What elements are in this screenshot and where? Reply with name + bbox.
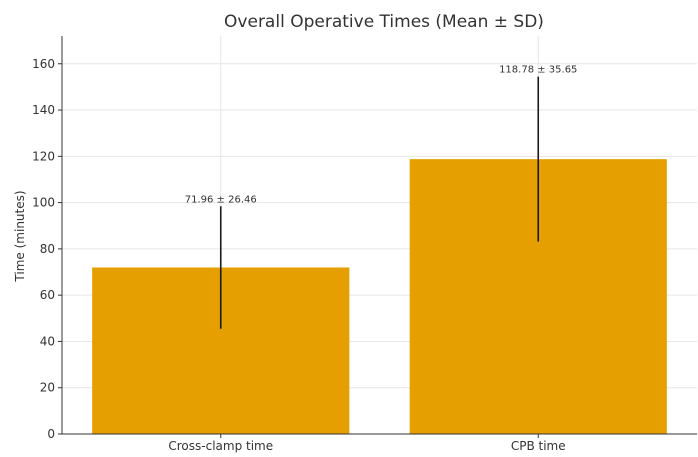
x-category-label: Cross-clamp time [168,439,273,453]
labels: 0 20 40 60 80 100 120 140 160 71.96 ± 26.46 Cross-… [32,57,577,453]
y-tick-label: 100 [32,196,55,210]
y-tick-label: 140 [32,103,55,117]
y-tick-label: 0 [47,427,55,441]
y-tick-label: 160 [32,57,55,71]
x-category-label: CPB time [511,439,566,453]
y-tick-label: 40 [40,334,55,348]
y-tick-label: 20 [40,381,55,395]
data-label-0: 71.96 ± 26.46 [185,194,257,205]
data-label-1: 118.78 ± 35.65 [499,65,577,76]
error-bars [219,76,540,329]
y-tick-label: 120 [32,149,55,163]
chart-title: Overall Operative Times (Mean ± SD) [224,12,544,32]
axes [58,36,697,438]
y-tick-label: 60 [40,288,55,302]
y-tick-label: 80 [40,242,55,256]
y-axis-label: Time (minutes) [13,190,27,282]
